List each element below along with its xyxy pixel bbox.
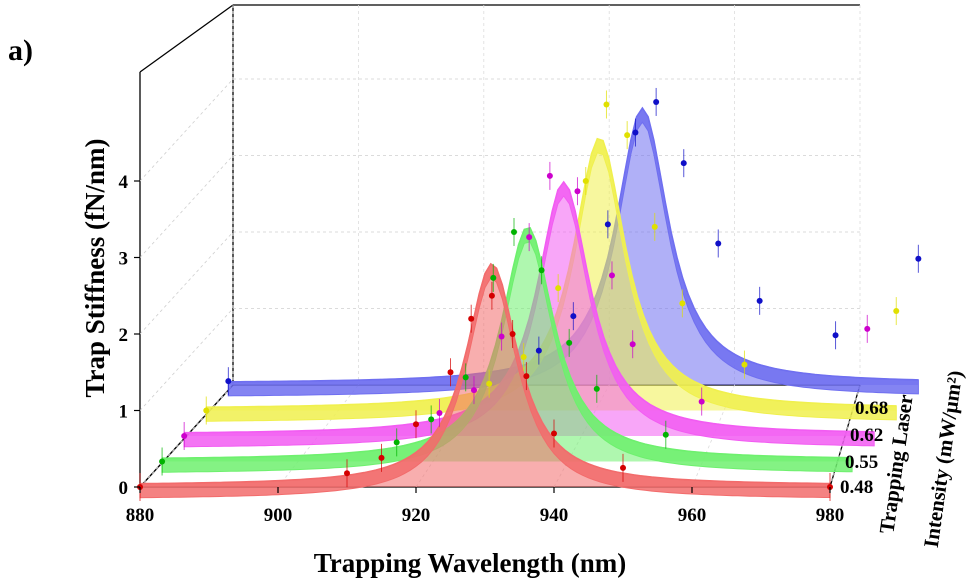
data-point [498, 333, 505, 340]
data-point [551, 430, 557, 437]
data-point [629, 341, 636, 348]
x-tick-label: 980 [816, 505, 845, 526]
series-ribbons [139, 106, 919, 499]
data-point [486, 380, 493, 387]
data-point [468, 315, 475, 322]
y-tick-label: 1 [119, 402, 129, 423]
x-axis-title: Trapping Wavelength (nm) [314, 548, 627, 578]
data-point [582, 178, 589, 184]
data-point [428, 416, 435, 423]
data-point [526, 234, 533, 241]
ribbon-edge [162, 226, 853, 459]
data-point [490, 274, 497, 281]
x-tick-label: 920 [402, 505, 431, 526]
data-point [624, 132, 631, 139]
y-axis-title: Trap Stiffness (fN/nm) [80, 139, 110, 398]
data-point [698, 398, 705, 405]
z-axis-title-line2: Intensity (mW/μm²) [919, 369, 968, 549]
data-point [756, 297, 763, 304]
ribbon-area [140, 263, 830, 487]
data-point [864, 325, 871, 332]
grid-line [139, 308, 234, 411]
data-point [203, 407, 210, 414]
z-tick-label: 0.62 [850, 425, 883, 446]
x-tick-label: 900 [264, 505, 293, 526]
data-point [566, 339, 573, 346]
data-point [574, 188, 581, 195]
data-point [679, 300, 686, 307]
data-point [488, 292, 495, 299]
data-point [832, 332, 839, 339]
data-point [603, 101, 610, 108]
data-point [653, 98, 660, 105]
data-point [604, 221, 611, 228]
x-tick-label: 940 [540, 505, 569, 526]
y-tick-label: 2 [119, 325, 129, 346]
data-point [680, 160, 687, 167]
data-points [137, 87, 922, 501]
data-point [620, 464, 626, 471]
data-point [741, 361, 748, 368]
data-point [344, 470, 350, 477]
data-point [436, 410, 443, 417]
data-point [651, 223, 658, 230]
grid-line [139, 231, 234, 335]
data-point [570, 313, 577, 320]
z-tick-label: 0.48 [840, 477, 873, 498]
grid-line [139, 155, 234, 258]
data-point [520, 353, 527, 360]
box-edge [139, 4, 234, 73]
axes: 880 900 920 940 960 980 0 1 2 3 4 0.48 0.55 0.62 0.68 [119, 172, 889, 526]
y-tick-label: 4 [119, 172, 129, 193]
data-point [608, 272, 615, 279]
data-point [538, 267, 545, 274]
data-point [509, 331, 516, 337]
x-tick-label: 960 [678, 505, 707, 526]
data-point [181, 433, 188, 439]
x-tick-label: 880 [126, 505, 155, 526]
y-tick-label: 3 [119, 249, 129, 270]
z-tick-label: 0.68 [855, 398, 888, 419]
ribbon-edge [139, 262, 830, 485]
data-point [593, 385, 600, 392]
data-point [535, 347, 542, 354]
data-point [225, 378, 232, 385]
data-point [893, 308, 900, 315]
data-point [447, 369, 454, 376]
data-point [462, 374, 469, 381]
panel-label: a) [8, 34, 33, 67]
grid-line [277, 384, 359, 488]
data-point [378, 454, 385, 461]
y-tick-label: 0 [119, 478, 129, 499]
data-point [662, 431, 669, 438]
data-point [413, 421, 419, 428]
data-point [546, 172, 553, 179]
z-tick-label: 0.55 [845, 452, 878, 473]
grid-line [139, 78, 234, 182]
grid-line [139, 384, 234, 488]
data-point [523, 373, 530, 380]
data-point [715, 240, 722, 247]
data-point [470, 387, 477, 394]
data-point [632, 129, 639, 136]
data-point [159, 458, 166, 465]
data-point [555, 285, 562, 292]
data-point [915, 255, 922, 262]
data-point [510, 229, 517, 235]
data-point [393, 439, 400, 446]
